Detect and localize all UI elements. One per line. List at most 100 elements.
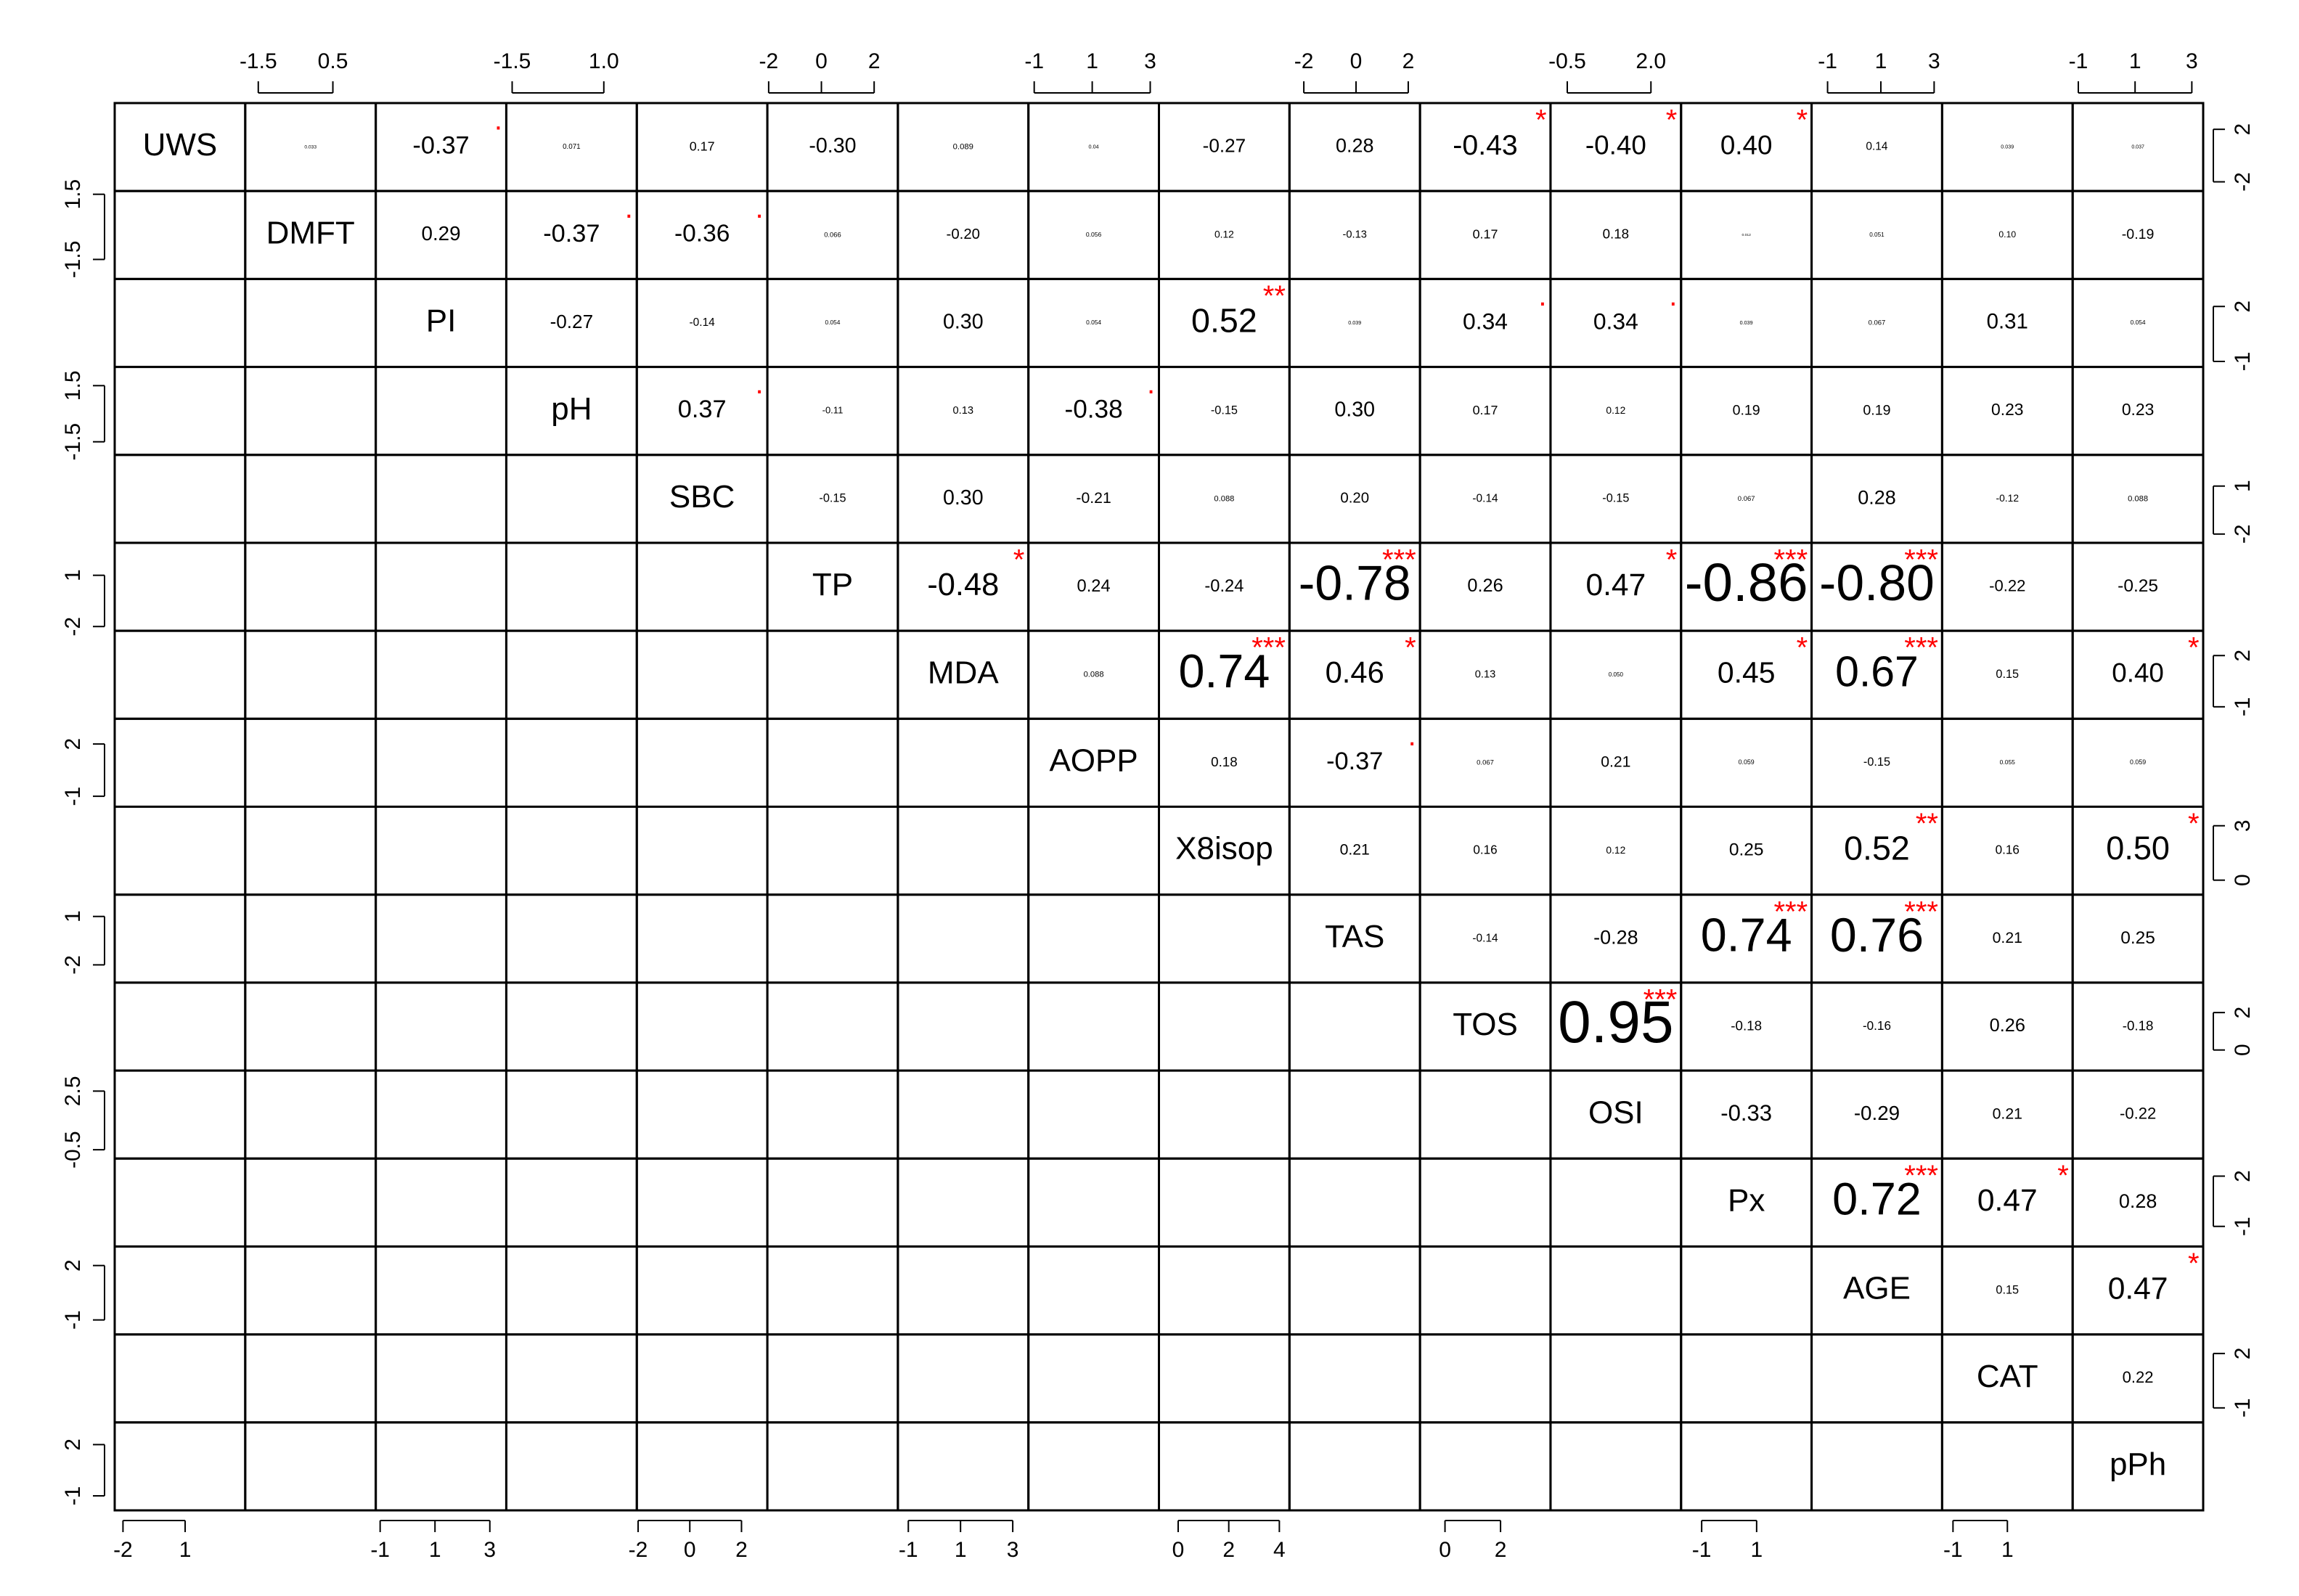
variable-name: OSI	[1588, 1094, 1643, 1130]
correlation-label: 0.067	[1869, 319, 1886, 327]
panel	[1418, 1421, 1552, 1512]
significance-stars: *	[1013, 544, 1025, 576]
correlation-label: -0.37	[1326, 748, 1383, 775]
correlation-label: 0.74	[1178, 644, 1270, 697]
panel	[635, 629, 769, 720]
panel	[635, 981, 769, 1072]
correlation-label: 0.04	[1089, 144, 1099, 150]
panel	[1027, 1421, 1160, 1512]
panel	[505, 981, 638, 1072]
x-tick-label: 0.5	[318, 49, 348, 73]
correlation-label: 0.30	[943, 311, 984, 334]
panel	[375, 717, 507, 808]
panel	[1680, 1421, 1813, 1512]
correlation-label: 0.74	[1701, 908, 1792, 961]
significance-stars: .	[494, 105, 502, 136]
y-tick-label: -1	[2231, 1216, 2255, 1236]
significance-stars: ***	[1904, 1160, 1938, 1192]
y-tick-label: -1	[2231, 352, 2255, 372]
panel	[1027, 1245, 1160, 1336]
correlation-label: -0.11	[822, 405, 844, 416]
correlation-label: 0.15	[1996, 668, 2019, 681]
panel	[1027, 806, 1160, 896]
correlation-label: 0.26	[1990, 1015, 2025, 1036]
significance-stars: .	[1147, 368, 1155, 400]
panel	[1027, 893, 1160, 984]
variable-name: AGE	[1843, 1271, 1911, 1306]
y-tick-label: -2	[2231, 524, 2255, 544]
correlation-label: 0.059	[1739, 758, 1755, 766]
panel	[244, 806, 377, 896]
x-tick-label: 3	[1928, 49, 1940, 73]
correlation-label: -0.13	[1343, 229, 1367, 241]
x-tick-label: 1	[2129, 49, 2141, 73]
panel	[766, 981, 899, 1072]
panel	[244, 366, 377, 457]
panel	[1158, 1333, 1291, 1424]
correlation-label: 0.088	[2128, 494, 2148, 503]
x-tick-label: 1	[1086, 49, 1098, 73]
y-tick-label: -1	[61, 1486, 85, 1506]
correlation-label: 0.13	[1475, 669, 1496, 681]
variable-name: AOPP	[1049, 743, 1138, 779]
correlation-label: 0.76	[1830, 909, 1924, 962]
significance-stars: ***	[1251, 632, 1286, 664]
correlation-label: 0.088	[1084, 671, 1104, 679]
significance-stars: *	[1797, 105, 1808, 136]
panel	[113, 277, 247, 369]
x-tick-label: 2	[868, 49, 881, 73]
variable-name: Px	[1728, 1182, 1765, 1218]
y-tick-label: 2	[2231, 300, 2255, 313]
correlation-label: 0.033	[304, 144, 317, 150]
panel	[766, 717, 899, 808]
x-tick-label: 2	[1402, 49, 1415, 73]
x-tick-label: 1	[429, 1538, 441, 1562]
correlation-label: 0.12	[1214, 228, 1234, 240]
significance-stars: *	[2188, 808, 2200, 840]
correlation-label: 0.051	[1869, 232, 1884, 238]
panel	[897, 717, 1030, 808]
y-tick-label: 2	[2231, 1348, 2255, 1360]
x-tick-label: 0	[815, 49, 828, 73]
significance-stars: ***	[1773, 544, 1808, 576]
y-tick-label: 0	[2231, 874, 2255, 886]
panel	[113, 1069, 247, 1160]
correlation-label: -0.37	[543, 220, 600, 247]
x-tick-label: -1	[370, 1538, 390, 1562]
correlation-label: 0.012	[1741, 233, 1751, 237]
correlation-label: -0.78	[1299, 555, 1411, 610]
x-tick-label: -2	[629, 1538, 648, 1562]
panel	[244, 1069, 377, 1160]
correlation-label: 0.20	[1340, 491, 1369, 507]
x-tick-label: -1	[2069, 49, 2088, 73]
panel	[375, 1333, 507, 1424]
panel	[1810, 1333, 1943, 1424]
y-tick-label: 2	[61, 1439, 85, 1451]
panel	[1158, 1157, 1291, 1248]
x-tick-label: 4	[1273, 1538, 1286, 1562]
correlation-label: -0.15	[819, 492, 846, 505]
correlation-label: 0.17	[1473, 227, 1498, 242]
y-tick-label: -0.5	[61, 1131, 85, 1169]
variable-name: PI	[426, 303, 457, 339]
panel	[1288, 1421, 1421, 1512]
correlation-label: 0.054	[825, 319, 840, 326]
correlation-label: 0.37	[678, 396, 727, 423]
variable-name: TAS	[1325, 919, 1384, 954]
panel	[244, 1333, 377, 1424]
panel	[1027, 1157, 1160, 1248]
panel	[1549, 1333, 1683, 1424]
correlation-label: 0.46	[1326, 655, 1384, 689]
correlation-label: 0.28	[1858, 486, 1895, 508]
correlation-label: -0.24	[1204, 577, 1244, 596]
correlation-label: 0.054	[2131, 319, 2146, 326]
panel	[1418, 1333, 1552, 1424]
panel	[505, 717, 638, 808]
y-tick-label: -1	[2231, 1398, 2255, 1417]
x-tick-label: 0	[1439, 1538, 1451, 1562]
correlation-label: 0.47	[1977, 1183, 2038, 1218]
correlation-label: 0.21	[1993, 930, 2022, 946]
panel	[1158, 981, 1291, 1072]
significance-stars: .	[1408, 720, 1416, 752]
